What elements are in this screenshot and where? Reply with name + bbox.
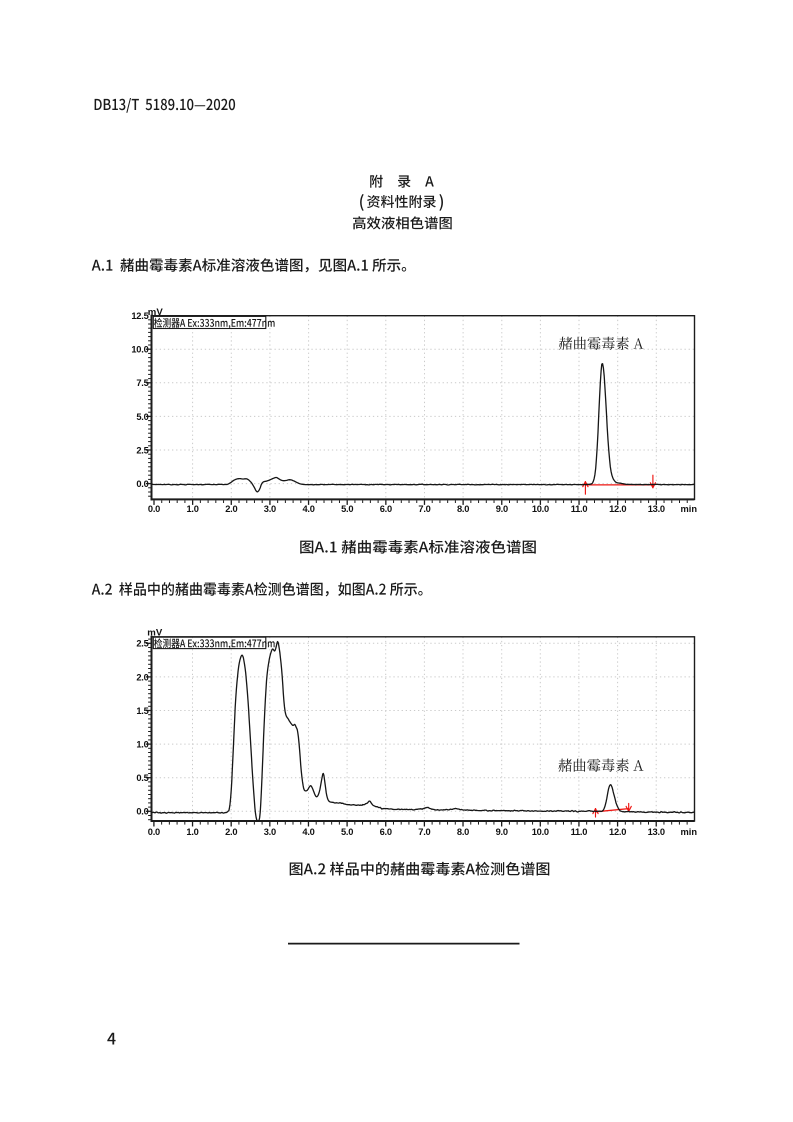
svg-text:9.0: 9.0 xyxy=(496,504,508,514)
svg-text:13.0: 13.0 xyxy=(648,504,665,514)
svg-text:2.0: 2.0 xyxy=(225,504,237,514)
svg-text:7.0: 7.0 xyxy=(418,504,430,514)
svg-text:12.0: 12.0 xyxy=(609,827,626,837)
svg-text:5.0: 5.0 xyxy=(136,412,148,422)
svg-text:1.0: 1.0 xyxy=(136,740,148,750)
svg-text:2.0: 2.0 xyxy=(225,827,237,837)
svg-text:3.0: 3.0 xyxy=(264,504,276,514)
svg-text:2.0: 2.0 xyxy=(136,672,148,682)
svg-text:11.0: 11.0 xyxy=(571,827,588,837)
svg-text:1.0: 1.0 xyxy=(186,827,198,837)
svg-text:0.5: 0.5 xyxy=(136,773,148,783)
svg-text:8.0: 8.0 xyxy=(457,504,469,514)
svg-text:2.5: 2.5 xyxy=(136,445,148,455)
svg-text:4.0: 4.0 xyxy=(303,504,315,514)
svg-text:0.0: 0.0 xyxy=(136,807,148,817)
svg-text:8.0: 8.0 xyxy=(457,827,469,837)
svg-text:0.0: 0.0 xyxy=(148,827,160,837)
svg-text:10.0: 10.0 xyxy=(532,827,549,837)
svg-text:5.0: 5.0 xyxy=(341,827,353,837)
svg-text:min: min xyxy=(680,827,697,837)
svg-text:3.0: 3.0 xyxy=(264,827,276,837)
svg-text:13.0: 13.0 xyxy=(648,827,665,837)
svg-text:4.0: 4.0 xyxy=(302,827,314,837)
svg-text:2.5: 2.5 xyxy=(136,639,148,649)
svg-text:0.0: 0.0 xyxy=(148,504,160,514)
svg-text:7.5: 7.5 xyxy=(136,378,148,388)
svg-text:mV: mV xyxy=(147,627,163,638)
svg-text:0.0: 0.0 xyxy=(136,479,148,489)
svg-text:1.5: 1.5 xyxy=(136,706,148,716)
svg-text:mV: mV xyxy=(148,307,164,318)
svg-text:12.0: 12.0 xyxy=(609,504,626,514)
svg-text:5.0: 5.0 xyxy=(341,504,353,514)
svg-text:10.0: 10.0 xyxy=(532,504,549,514)
svg-text:9.0: 9.0 xyxy=(496,827,508,837)
svg-text:1.0: 1.0 xyxy=(187,504,199,514)
svg-text:12.5: 12.5 xyxy=(131,311,148,321)
svg-text:10.0: 10.0 xyxy=(131,345,148,355)
svg-text:6.0: 6.0 xyxy=(380,504,392,514)
svg-text:min: min xyxy=(680,504,697,514)
svg-text:11.0: 11.0 xyxy=(571,504,588,514)
svg-text:6.0: 6.0 xyxy=(380,827,392,837)
svg-text:7.0: 7.0 xyxy=(418,827,430,837)
